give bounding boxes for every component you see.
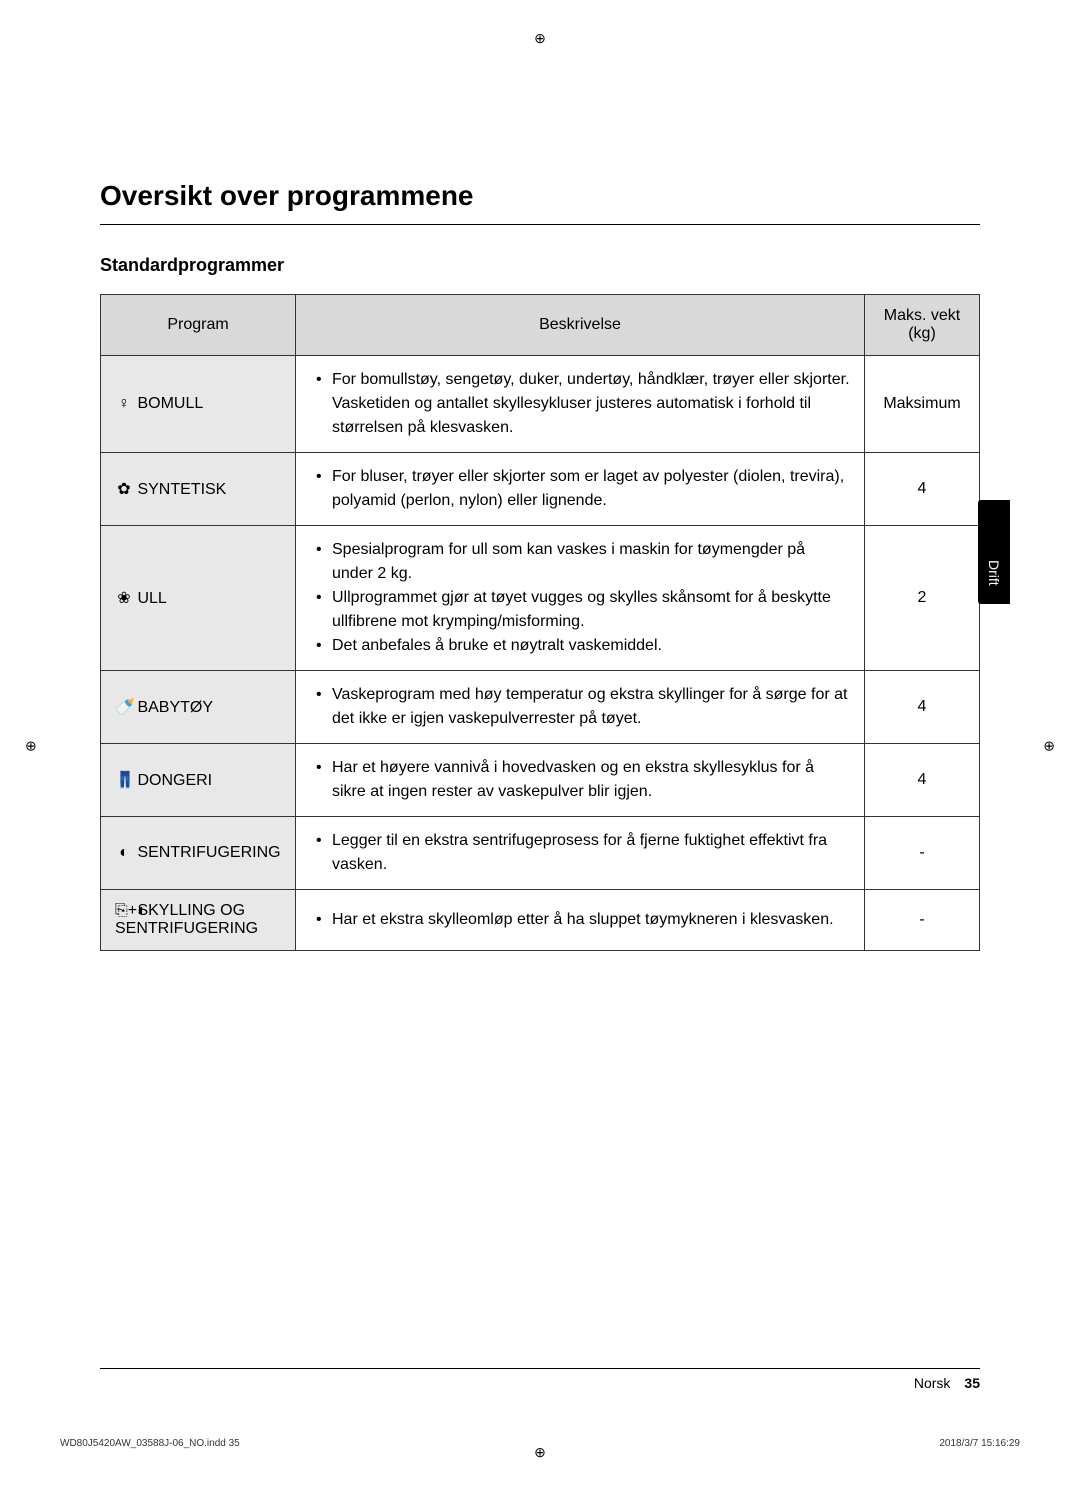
table-row: 🍼 BABYTØY Vaskeprogram med høy temperatur… bbox=[101, 671, 980, 744]
description-bullet: Har et ekstra skylleomløp etter å ha slu… bbox=[310, 908, 850, 932]
program-name-cell: 👖 DONGERI bbox=[101, 744, 296, 817]
program-icon: ⎘+◐ bbox=[115, 902, 133, 920]
table-row: 👖 DONGERI Har et høyere vannivå i hovedva… bbox=[101, 744, 980, 817]
description-bullet: Har et høyere vannivå i hovedvasken og e… bbox=[310, 756, 850, 804]
print-info-right: 2018/3/7 15:16:29 bbox=[939, 1438, 1020, 1449]
header-weight: Maks. vekt (kg) bbox=[865, 295, 980, 356]
weight-cell: 4 bbox=[865, 744, 980, 817]
crop-mark-left bbox=[25, 737, 37, 754]
program-label: SENTRIFUGERING bbox=[133, 844, 281, 861]
description-cell: Har et ekstra skylleomløp etter å ha slu… bbox=[296, 890, 865, 951]
table-row: ❀ ULL Spesialprogram for ull som kan vask… bbox=[101, 526, 980, 671]
page-content: Oversikt over programmene Standardprogra… bbox=[0, 0, 1080, 1011]
footer-lang: Norsk bbox=[914, 1375, 951, 1391]
program-name-cell: ◐ SENTRIFUGERING bbox=[101, 817, 296, 890]
weight-cell: - bbox=[865, 890, 980, 951]
table-row: ⎘+◐ SKYLLING OG SENTRIFUGERING Har et eks… bbox=[101, 890, 980, 951]
program-icon: ♀ bbox=[115, 395, 133, 413]
description-cell: Legger til en ekstra sentrifugeprosess f… bbox=[296, 817, 865, 890]
program-label: SKYLLING OG SENTRIFUGERING bbox=[115, 902, 258, 937]
program-name-cell: ⎘+◐ SKYLLING OG SENTRIFUGERING bbox=[101, 890, 296, 951]
weight-cell: 4 bbox=[865, 671, 980, 744]
header-description: Beskrivelse bbox=[296, 295, 865, 356]
description-cell: Spesialprogram for ull som kan vaskes i … bbox=[296, 526, 865, 671]
program-icon: ✿ bbox=[115, 479, 133, 499]
footer-page-num: 35 bbox=[964, 1375, 980, 1391]
description-cell: For bluser, trøyer eller skjorter som er… bbox=[296, 453, 865, 526]
weight-cell: 4 bbox=[865, 453, 980, 526]
program-icon: 🍼 bbox=[115, 697, 133, 717]
program-label: SYNTETISK bbox=[133, 481, 226, 498]
subsection-title: Standardprogrammer bbox=[100, 255, 980, 276]
program-icon: ❀ bbox=[115, 588, 133, 608]
program-label: BABYTØY bbox=[133, 699, 213, 716]
crop-mark-top bbox=[534, 30, 546, 47]
description-bullet: Det anbefales å bruke et nøytralt vaskem… bbox=[310, 634, 850, 658]
program-name-cell: ❀ ULL bbox=[101, 526, 296, 671]
description-bullet: Legger til en ekstra sentrifugeprosess f… bbox=[310, 829, 850, 877]
weight-cell: 2 bbox=[865, 526, 980, 671]
weight-cell: - bbox=[865, 817, 980, 890]
description-cell: For bomullstøy, sengetøy, duker, undertø… bbox=[296, 356, 865, 453]
crop-mark-bottom bbox=[534, 1444, 546, 1461]
programs-table: Program Beskrivelse Maks. vekt (kg) ♀ BO… bbox=[100, 294, 980, 951]
side-tab: Drift bbox=[978, 500, 1010, 604]
table-row: ◐ SENTRIFUGERING Legger til en ekstra sen… bbox=[101, 817, 980, 890]
weight-cell: Maksimum bbox=[865, 356, 980, 453]
table-row: ✿ SYNTETISK For bluser, trøyer eller skjo… bbox=[101, 453, 980, 526]
program-label: BOMULL bbox=[133, 395, 203, 412]
program-label: DONGERI bbox=[133, 772, 212, 789]
page-footer: Norsk 35 bbox=[100, 1368, 980, 1391]
program-name-cell: ✿ SYNTETISK bbox=[101, 453, 296, 526]
program-name-cell: ♀ BOMULL bbox=[101, 356, 296, 453]
print-info-left: WD80J5420AW_03588J-06_NO.indd 35 bbox=[60, 1438, 240, 1449]
program-icon: 👖 bbox=[115, 770, 133, 790]
section-title: Oversikt over programmene bbox=[100, 180, 980, 225]
header-program: Program bbox=[101, 295, 296, 356]
description-bullet: For bomullstøy, sengetøy, duker, undertø… bbox=[310, 368, 850, 440]
description-bullet: Spesialprogram for ull som kan vaskes i … bbox=[310, 538, 850, 586]
crop-mark-right bbox=[1043, 737, 1055, 754]
description-cell: Vaskeprogram med høy temperatur og ekstr… bbox=[296, 671, 865, 744]
description-bullet: For bluser, trøyer eller skjorter som er… bbox=[310, 465, 850, 513]
program-icon: ◐ bbox=[115, 844, 133, 862]
description-bullet: Vaskeprogram med høy temperatur og ekstr… bbox=[310, 683, 850, 731]
description-bullet: Ullprogrammet gjør at tøyet vugges og sk… bbox=[310, 586, 850, 634]
program-name-cell: 🍼 BABYTØY bbox=[101, 671, 296, 744]
description-cell: Har et høyere vannivå i hovedvasken og e… bbox=[296, 744, 865, 817]
table-row: ♀ BOMULLFor bomullstøy, sengetøy, duker,… bbox=[101, 356, 980, 453]
program-label: ULL bbox=[133, 590, 167, 607]
